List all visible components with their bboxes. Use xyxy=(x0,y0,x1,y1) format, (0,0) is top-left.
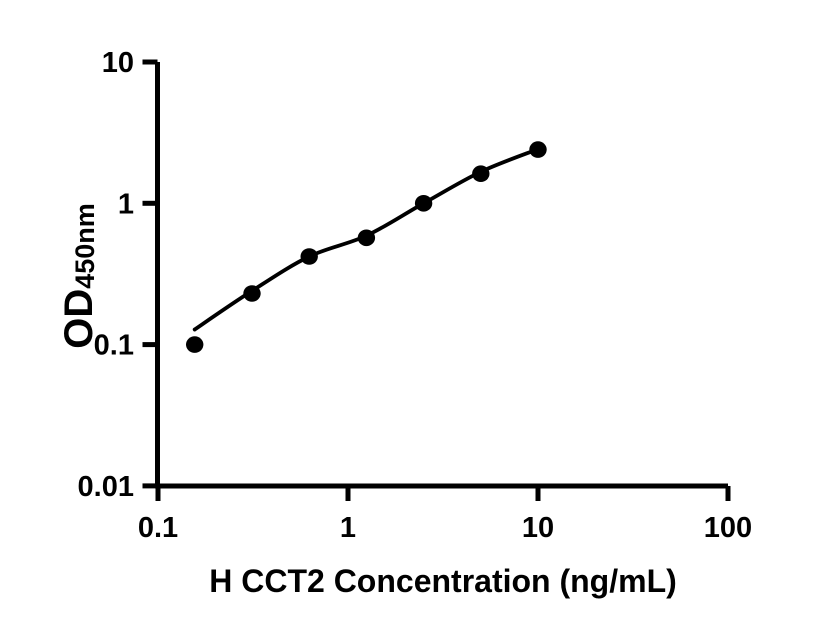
y-axis-title-main: OD xyxy=(57,289,101,349)
y-axis-title-sub: 450nm xyxy=(70,203,100,289)
data-point xyxy=(186,336,204,353)
data-point xyxy=(472,165,490,182)
data-point xyxy=(414,195,433,212)
y-axis-title: OD450nm xyxy=(57,203,101,349)
x-tick-label: 0.1 xyxy=(138,512,178,544)
y-tick-label: 10 xyxy=(102,47,134,79)
x-tick-label: 100 xyxy=(704,512,752,544)
data-point xyxy=(243,285,261,302)
series-layer xyxy=(186,141,547,353)
data-point xyxy=(357,229,376,247)
y-tick-label: 1 xyxy=(118,188,134,220)
x-axis-title: H CCT2 Concentration (ng/mL) xyxy=(209,563,677,599)
x-tick-label: 10 xyxy=(522,512,554,544)
x-tick-label: 1 xyxy=(340,512,356,544)
y-tick-label: 0.1 xyxy=(94,330,134,362)
data-point xyxy=(300,248,318,265)
y-tick-label: 0.01 xyxy=(78,471,134,503)
data-point xyxy=(529,141,547,158)
